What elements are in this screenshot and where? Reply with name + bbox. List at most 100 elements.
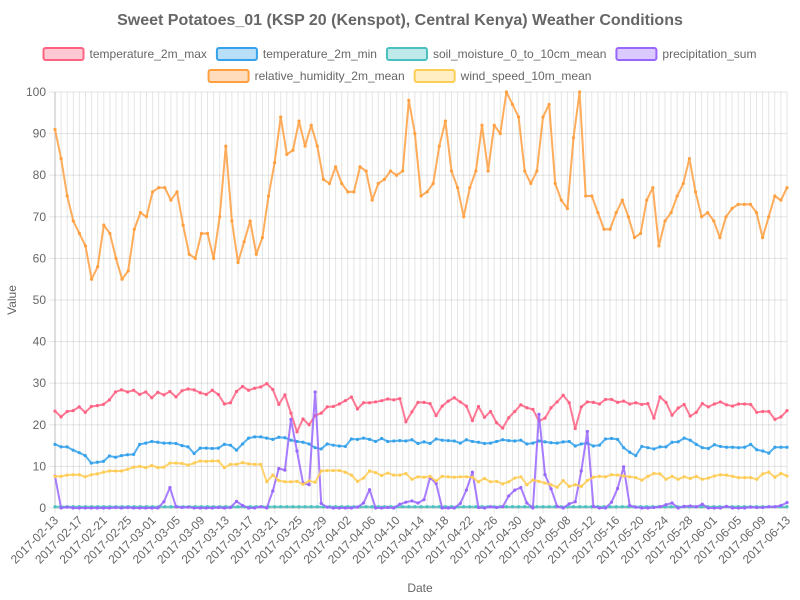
data-point [138,442,142,446]
data-point [337,468,341,473]
data-point [95,472,99,476]
data-point [646,506,650,510]
data-point [83,453,87,458]
data-point [567,439,571,444]
data-point [579,405,583,409]
data-point [549,487,553,491]
data-point [504,505,508,509]
data-point [150,506,154,510]
data-point [773,194,777,198]
data-point [132,506,136,510]
data-point [53,442,57,446]
data-point [492,123,496,127]
data-point [168,389,172,394]
data-point [579,469,583,473]
data-point [212,256,216,260]
data-point [785,500,789,505]
data-point [144,215,149,219]
data-point [271,473,275,477]
data-point [670,413,674,417]
data-point [785,186,789,190]
data-point [486,169,490,173]
data-point [77,473,81,477]
data-point [358,165,362,169]
data-point [773,417,777,421]
series-relative_humidity_2m_mean [53,90,789,281]
data-point [163,186,167,190]
data-point [434,481,438,486]
data-point [761,236,765,240]
chart-title: Sweet Potatoes_01 (KSP 20 (Kenspot), Cen… [117,12,683,29]
data-point [628,402,632,406]
data-point [422,440,426,444]
data-point [259,435,263,439]
data-point [543,440,547,444]
data-point [410,410,414,414]
data-point [687,156,692,161]
data-point [126,390,130,394]
data-point [198,391,202,395]
data-point [525,442,529,446]
data-point [507,439,511,443]
data-point [446,439,450,443]
data-point [370,198,374,202]
data-point [712,474,717,478]
data-point [224,144,228,148]
data-point [289,411,293,415]
data-point [349,506,354,510]
data-point [664,400,668,404]
data-point [616,400,620,404]
data-point [571,505,576,509]
data-point [452,475,456,479]
data-point [519,486,523,490]
data-point [180,444,184,448]
data-point [470,475,475,479]
data-point [495,479,499,483]
data-point [210,388,214,392]
data-point [404,420,408,424]
data-point [706,405,710,409]
data-point [779,415,783,419]
data-point [425,190,429,194]
data-point [646,446,650,450]
data-point [535,169,539,173]
data-point [626,215,631,219]
data-point [480,123,484,127]
legend-label: soil_moisture_0_to_10cm_mean [433,47,606,61]
data-point [476,480,481,484]
data-point [163,505,167,509]
data-point [253,435,257,439]
data-point [216,459,220,463]
data-point [313,446,317,450]
data-point [688,476,692,481]
data-point [468,505,472,509]
data-point [482,476,487,481]
data-point [669,505,673,509]
data-point [652,471,656,476]
data-point [259,385,263,389]
data-point [319,411,323,415]
data-point [658,472,662,476]
data-point [767,215,771,219]
data-point [498,132,502,136]
data-point [476,440,481,444]
data-point [730,474,735,478]
data-point [585,478,589,483]
data-point [126,453,130,457]
data-point [456,186,460,190]
data-point [651,186,655,190]
data-point [682,504,686,508]
data-point [693,190,698,194]
data-point [519,438,523,442]
data-point [464,488,468,492]
x-axis-ticks: 2017-02-132017-02-172017-02-212017-02-25… [8,513,794,567]
data-point [513,439,517,443]
data-point [640,444,644,449]
data-point [458,400,462,404]
data-point [578,90,582,94]
data-point [585,400,589,404]
data-point [749,476,753,480]
data-point [495,439,499,444]
data-point [259,505,263,509]
data-point [565,206,570,211]
